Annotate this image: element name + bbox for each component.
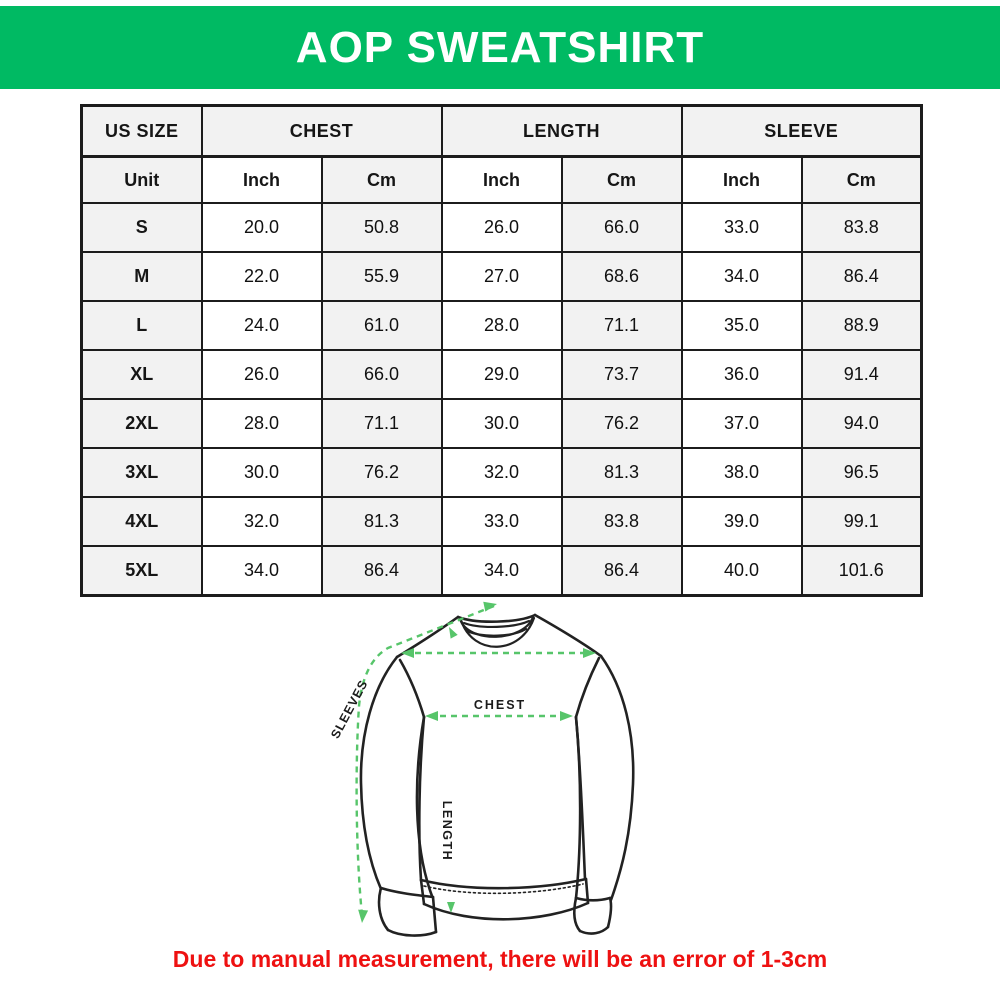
value-cell: 34.0	[200, 545, 323, 597]
value-cell: 66.0	[560, 202, 683, 253]
size-row: 2XL 28.0 71.1 30.0 76.2 37.0 94.0	[80, 398, 923, 449]
size-row: S 20.0 50.8 26.0 66.0 33.0 83.8	[80, 202, 923, 253]
size-row: 4XL 32.0 81.3 33.0 83.8 39.0 99.1	[80, 496, 923, 547]
value-cell: 26.0	[440, 202, 563, 253]
unit-header: Inch	[440, 155, 563, 204]
value-cell: 88.9	[800, 300, 923, 351]
value-cell: 34.0	[440, 545, 563, 597]
chest-label: CHEST	[474, 698, 526, 712]
arrow-head-shoulder-right	[583, 648, 596, 658]
size-cell: S	[80, 202, 203, 253]
value-cell: 76.2	[560, 398, 683, 449]
unit-header: Cm	[320, 155, 443, 204]
value-cell: 55.9	[320, 251, 443, 302]
value-cell: 83.8	[560, 496, 683, 547]
length-label: LENGTH	[440, 801, 454, 861]
value-cell: 35.0	[680, 300, 803, 351]
value-cell: 81.3	[320, 496, 443, 547]
size-cell: 3XL	[80, 447, 203, 498]
unit-header: Cm	[800, 155, 923, 204]
sweatshirt-measurement-diagram: CHEST LENGTH SLEEVES	[310, 585, 710, 957]
size-row: M 22.0 55.9 27.0 68.6 34.0 86.4	[80, 251, 923, 302]
value-cell: 24.0	[200, 300, 323, 351]
sleeve-header: SLEEVE	[680, 104, 923, 158]
value-cell: 34.0	[680, 251, 803, 302]
value-cell: 86.4	[560, 545, 683, 597]
arrow-head-sleeve-top	[483, 601, 497, 612]
value-cell: 50.8	[320, 202, 443, 253]
page-title: AOP SWEATSHIRT	[295, 22, 705, 72]
size-row: L 24.0 61.0 28.0 71.1 35.0 88.9	[80, 300, 923, 351]
value-cell: 101.6	[800, 545, 923, 597]
unit-row: Unit Inch Cm Inch Cm Inch Cm	[80, 155, 923, 204]
value-cell: 68.6	[560, 251, 683, 302]
arrow-head-sleeve-bottom	[358, 909, 369, 923]
arrow-head-chest-left	[425, 711, 438, 721]
value-cell: 71.1	[560, 300, 683, 351]
value-cell: 71.1	[320, 398, 443, 449]
size-cell: XL	[80, 349, 203, 400]
arrow-head-length-bottom	[447, 902, 455, 913]
value-cell: 26.0	[200, 349, 323, 400]
value-cell: 33.0	[680, 202, 803, 253]
size-row: 3XL 30.0 76.2 32.0 81.3 38.0 96.5	[80, 447, 923, 498]
value-cell: 39.0	[680, 496, 803, 547]
value-cell: 33.0	[440, 496, 563, 547]
value-cell: 28.0	[200, 398, 323, 449]
value-cell: 83.8	[800, 202, 923, 253]
size-chart-table: US SIZE CHEST LENGTH SLEEVE Unit Inch Cm…	[80, 104, 924, 597]
sleeve-measure-line	[355, 604, 495, 916]
value-cell: 96.5	[800, 447, 923, 498]
arrow-head-chest-right	[560, 711, 573, 721]
value-cell: 81.3	[560, 447, 683, 498]
unit-header: Cm	[560, 155, 683, 204]
size-row: 5XL 34.0 86.4 34.0 86.4 40.0 101.6	[80, 545, 923, 597]
value-cell: 99.1	[800, 496, 923, 547]
size-cell: M	[80, 251, 203, 302]
size-cell: 5XL	[80, 545, 203, 597]
value-cell: 94.0	[800, 398, 923, 449]
length-header: LENGTH	[440, 104, 683, 158]
measurement-lines	[355, 604, 593, 916]
value-cell: 32.0	[200, 496, 323, 547]
value-cell: 27.0	[440, 251, 563, 302]
unit-header: Unit	[80, 155, 203, 204]
size-row: XL 26.0 66.0 29.0 73.7 36.0 91.4	[80, 349, 923, 400]
value-cell: 28.0	[440, 300, 563, 351]
us-size-header: US SIZE	[80, 104, 203, 158]
value-cell: 36.0	[680, 349, 803, 400]
unit-header: Inch	[680, 155, 803, 204]
value-cell: 38.0	[680, 447, 803, 498]
chest-header: CHEST	[200, 104, 443, 158]
value-cell: 29.0	[440, 349, 563, 400]
size-cell: 4XL	[80, 496, 203, 547]
value-cell: 40.0	[680, 545, 803, 597]
value-cell: 22.0	[200, 251, 323, 302]
value-cell: 61.0	[320, 300, 443, 351]
value-cell: 32.0	[440, 447, 563, 498]
value-cell: 86.4	[320, 545, 443, 597]
size-cell: L	[80, 300, 203, 351]
value-cell: 37.0	[680, 398, 803, 449]
column-group-row: US SIZE CHEST LENGTH SLEEVE	[80, 104, 923, 158]
title-banner: AOP SWEATSHIRT	[0, 6, 1000, 89]
value-cell: 91.4	[800, 349, 923, 400]
value-cell: 30.0	[440, 398, 563, 449]
value-cell: 66.0	[320, 349, 443, 400]
arrow-head-length-top	[449, 627, 458, 639]
unit-header: Inch	[200, 155, 323, 204]
measurement-arrowheads	[358, 601, 596, 923]
measurement-error-note: Due to manual measurement, there will be…	[172, 946, 828, 972]
sweatshirt-outline	[359, 613, 635, 937]
value-cell: 20.0	[200, 202, 323, 253]
arrow-head-shoulder-left	[401, 648, 414, 658]
size-cell: 2XL	[80, 398, 203, 449]
value-cell: 73.7	[560, 349, 683, 400]
value-cell: 86.4	[800, 251, 923, 302]
value-cell: 76.2	[320, 447, 443, 498]
value-cell: 30.0	[200, 447, 323, 498]
